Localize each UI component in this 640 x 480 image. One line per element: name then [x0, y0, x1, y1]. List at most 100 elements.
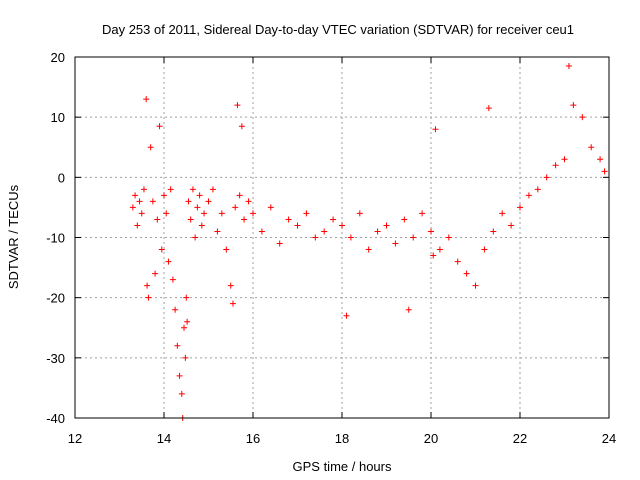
- data-point: [198, 222, 205, 229]
- data-point: [410, 234, 417, 241]
- data-point: [140, 186, 147, 193]
- data-point: [163, 210, 170, 217]
- data-point: [138, 210, 145, 217]
- data-point: [183, 294, 190, 301]
- data-point: [508, 222, 515, 229]
- grid-layer: [75, 57, 609, 418]
- x-tick-label: 14: [157, 431, 171, 446]
- data-point: [365, 246, 372, 253]
- data-point: [401, 216, 408, 223]
- data-point: [383, 222, 390, 229]
- tick-layer: 12 14 16 18 20 22 24 -40 -30 -20 -10 0 10 20: [46, 50, 616, 446]
- data-point: [276, 240, 283, 247]
- data-point: [343, 312, 350, 319]
- data-point: [601, 168, 608, 175]
- data-point: [490, 228, 497, 235]
- data-point: [192, 234, 199, 241]
- data-point: [579, 114, 586, 121]
- data-point: [152, 270, 159, 277]
- data-point: [194, 204, 201, 211]
- data-point: [347, 234, 354, 241]
- data-point: [481, 246, 488, 253]
- data-point: [258, 228, 265, 235]
- y-tick-label: -10: [46, 231, 65, 246]
- data-point: [597, 156, 604, 163]
- data-point: [144, 282, 151, 289]
- data-point: [588, 144, 595, 151]
- data-point: [445, 234, 452, 241]
- data-point: [238, 123, 245, 130]
- data-point: [294, 222, 301, 229]
- data-point: [181, 324, 188, 331]
- data-point: [145, 294, 152, 301]
- data-point: [419, 210, 426, 217]
- data-point: [229, 300, 236, 307]
- data-point: [165, 258, 172, 265]
- data-points: [129, 63, 608, 421]
- x-tick-label: 24: [602, 431, 616, 446]
- y-tick-label: -30: [46, 351, 65, 366]
- data-point: [185, 198, 192, 205]
- data-point: [129, 204, 136, 211]
- data-point: [543, 174, 550, 181]
- data-point: [250, 210, 256, 217]
- data-point: [172, 306, 179, 313]
- data-point: [187, 216, 194, 223]
- data-point: [472, 282, 479, 289]
- data-point: [432, 126, 439, 133]
- data-point: [182, 354, 189, 361]
- data-point: [136, 198, 143, 205]
- data-point: [517, 204, 523, 211]
- data-point: [227, 282, 234, 289]
- data-point: [176, 372, 183, 379]
- data-point: [339, 222, 345, 229]
- data-point: [161, 192, 167, 199]
- data-point: [561, 156, 568, 163]
- data-point: [321, 228, 328, 235]
- plot-border: [74, 56, 610, 419]
- data-point: [218, 210, 225, 217]
- data-point: [236, 192, 243, 199]
- x-tick-label: 22: [513, 431, 527, 446]
- y-tick-label: -40: [46, 411, 65, 426]
- data-point: [232, 204, 239, 211]
- data-point: [167, 186, 174, 193]
- y-tick-label: 0: [58, 170, 65, 185]
- data-point: [205, 198, 212, 205]
- data-point: [196, 192, 203, 199]
- data-point: [241, 216, 248, 223]
- data-point: [485, 105, 492, 112]
- data-point: [147, 144, 154, 151]
- data-point: [430, 252, 437, 259]
- data-point: [392, 240, 399, 247]
- data-point: [178, 390, 185, 397]
- y-axis-label: SDTVAR / TECUs: [6, 184, 21, 289]
- x-tick-label: 16: [246, 431, 260, 446]
- data-point: [158, 246, 165, 253]
- data-point: [214, 228, 221, 235]
- data-point: [134, 222, 141, 229]
- data-point: [428, 228, 434, 235]
- data-point: [436, 246, 443, 253]
- data-point: [189, 186, 196, 193]
- data-point: [303, 210, 310, 217]
- data-point: [132, 192, 139, 199]
- chart-title: Day 253 of 2011, Sidereal Day-to-day VTE…: [102, 22, 574, 37]
- data-point: [184, 318, 191, 325]
- data-point: [285, 216, 292, 223]
- data-point: [234, 102, 241, 109]
- data-point: [174, 342, 181, 349]
- data-point: [374, 228, 381, 235]
- data-point: [534, 186, 541, 193]
- x-axis-label: GPS time / hours: [293, 459, 392, 474]
- data-point: [143, 96, 150, 103]
- data-point: [169, 276, 176, 283]
- data-point: [156, 123, 163, 130]
- data-point: [267, 204, 274, 211]
- y-tick-label: -20: [46, 291, 65, 306]
- data-point: [454, 258, 461, 265]
- data-point: [552, 162, 559, 169]
- data-point: [405, 306, 412, 313]
- data-point: [330, 216, 337, 223]
